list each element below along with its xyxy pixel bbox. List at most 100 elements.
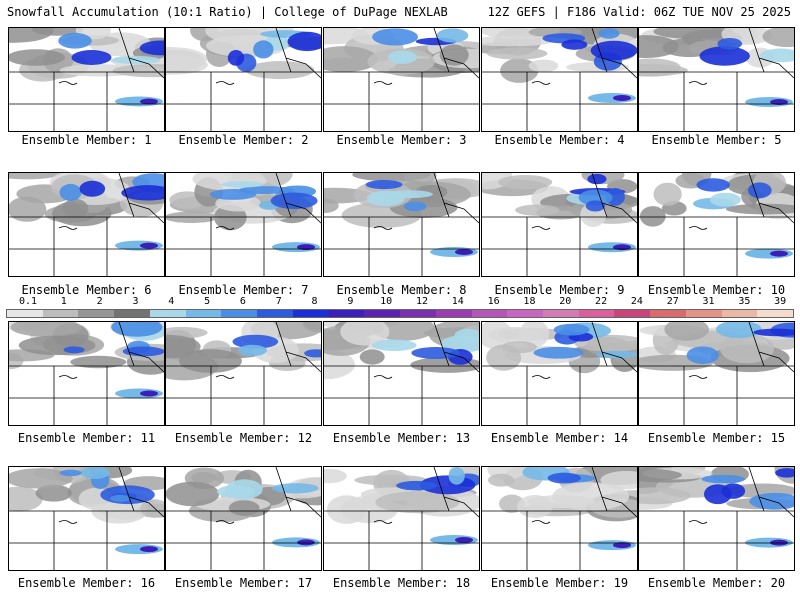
snow-shade: [528, 59, 559, 73]
lake-outline: [118, 173, 164, 224]
ensemble-panel: [8, 321, 165, 426]
snowfall-map: [324, 28, 479, 131]
colorbar-swatch: [292, 310, 329, 317]
river-line: [215, 520, 235, 524]
snow-band: [578, 189, 613, 206]
snow-band: [759, 48, 794, 63]
snow-band: [59, 183, 82, 201]
colorbar-swatch: [149, 310, 186, 317]
ensemble-panel: [165, 321, 322, 426]
colorbar-tick-label: 22: [595, 296, 608, 307]
member-label: Ensemble Member: 14: [490, 431, 629, 445]
member-label: Ensemble Member: 18: [332, 576, 471, 590]
lake-outline: [591, 173, 637, 224]
snow-band: [533, 346, 584, 359]
snow-shade: [18, 335, 96, 356]
run-info: 12Z GEFS | F186 Valid: 06Z TUE NOV 25 20…: [487, 5, 791, 19]
snow-shade: [639, 206, 666, 227]
snow-band: [209, 188, 257, 200]
snow-shade: [639, 487, 691, 505]
snow-shade: [70, 355, 127, 369]
ensemble-panel: [638, 172, 795, 277]
colorbar-swatch: [328, 310, 365, 317]
snow-max: [140, 242, 158, 249]
lake-outline: [748, 467, 794, 518]
snow-max: [770, 539, 788, 546]
snow-shade: [664, 322, 709, 341]
member-label: Ensemble Member: 16: [17, 576, 156, 590]
river-line: [688, 375, 708, 379]
snow-shade: [324, 198, 339, 214]
snow-band: [304, 349, 321, 358]
snow-band: [403, 201, 427, 212]
river-line: [58, 226, 78, 230]
header: Snowfall Accumulation (10:1 Ratio) | Col…: [0, 0, 800, 24]
colorbar-swatch: [721, 310, 758, 317]
ensemble-panel: [165, 172, 322, 277]
snow-shade: [245, 61, 315, 80]
snow-max: [140, 98, 158, 105]
snowfall-map: [324, 322, 479, 425]
snow-band: [79, 180, 106, 197]
lake-outline: [433, 322, 479, 373]
colorbar-tick-label: 7: [275, 296, 282, 307]
lake-outline: [748, 173, 794, 224]
lake-outline: [118, 322, 164, 373]
river-line: [215, 375, 235, 379]
snow-band: [387, 50, 417, 65]
snow-shade: [501, 341, 537, 354]
snow-shade: [515, 204, 560, 216]
snow-band: [253, 40, 274, 59]
lake-outline: [433, 467, 479, 518]
snow-band: [585, 200, 606, 212]
snow-shade: [488, 326, 541, 344]
snow-max: [613, 95, 631, 102]
snow-max: [770, 250, 788, 257]
river-line: [688, 226, 708, 230]
snow-shade: [488, 473, 515, 487]
river-line: [58, 81, 78, 85]
ensemble-panel: [165, 27, 322, 132]
river-line: [531, 375, 551, 379]
snow-band: [270, 192, 318, 209]
colorbar-tick-label: 14: [451, 296, 464, 307]
colorbar-swatch: [114, 310, 150, 317]
colorbar-swatch: [221, 310, 258, 317]
snow-max: [140, 546, 158, 553]
river-line: [215, 226, 235, 230]
snow-shade: [9, 486, 43, 512]
snow-shade: [482, 36, 553, 47]
member-label: Ensemble Member: 3: [336, 133, 467, 147]
snow-band: [121, 185, 164, 201]
lake-outline: [591, 467, 637, 518]
snow-shade: [9, 468, 73, 489]
river-line: [373, 81, 393, 85]
page-title: Snowfall Accumulation (10:1 Ratio) | Col…: [7, 5, 448, 19]
ensemble-panel: [8, 27, 165, 132]
snowfall-map: [482, 467, 637, 570]
river-line: [215, 81, 235, 85]
colorbar-tick-label: 10: [380, 296, 393, 307]
snow-band: [365, 179, 403, 190]
snow-shade: [9, 196, 47, 222]
snow-max: [297, 539, 315, 546]
snowfall-map: [639, 28, 794, 131]
ensemble-panel: [638, 27, 795, 132]
ensemble-panel: [165, 466, 322, 571]
colorbar-swatch: [435, 310, 472, 317]
snow-band: [287, 31, 321, 52]
river-line: [531, 81, 551, 85]
snow-band: [590, 40, 637, 61]
ensemble-panel: [638, 466, 795, 571]
snow-shade: [403, 173, 437, 185]
snowfall-map: [639, 467, 794, 570]
colorbar-labels: 0.1 1 2 3 4 5 6 7 8 9 10 12 14 16 18 20 22 24 27 31 35 39: [6, 296, 794, 308]
snow-band: [58, 32, 92, 49]
river-line: [58, 520, 78, 524]
snow-band: [721, 483, 746, 499]
colorbar-swatch: [364, 310, 401, 317]
colorbar: [6, 309, 794, 318]
lake-outline: [748, 28, 794, 79]
colorbar-tick-label: 8: [311, 296, 318, 307]
ensemble-panel: [8, 466, 165, 571]
